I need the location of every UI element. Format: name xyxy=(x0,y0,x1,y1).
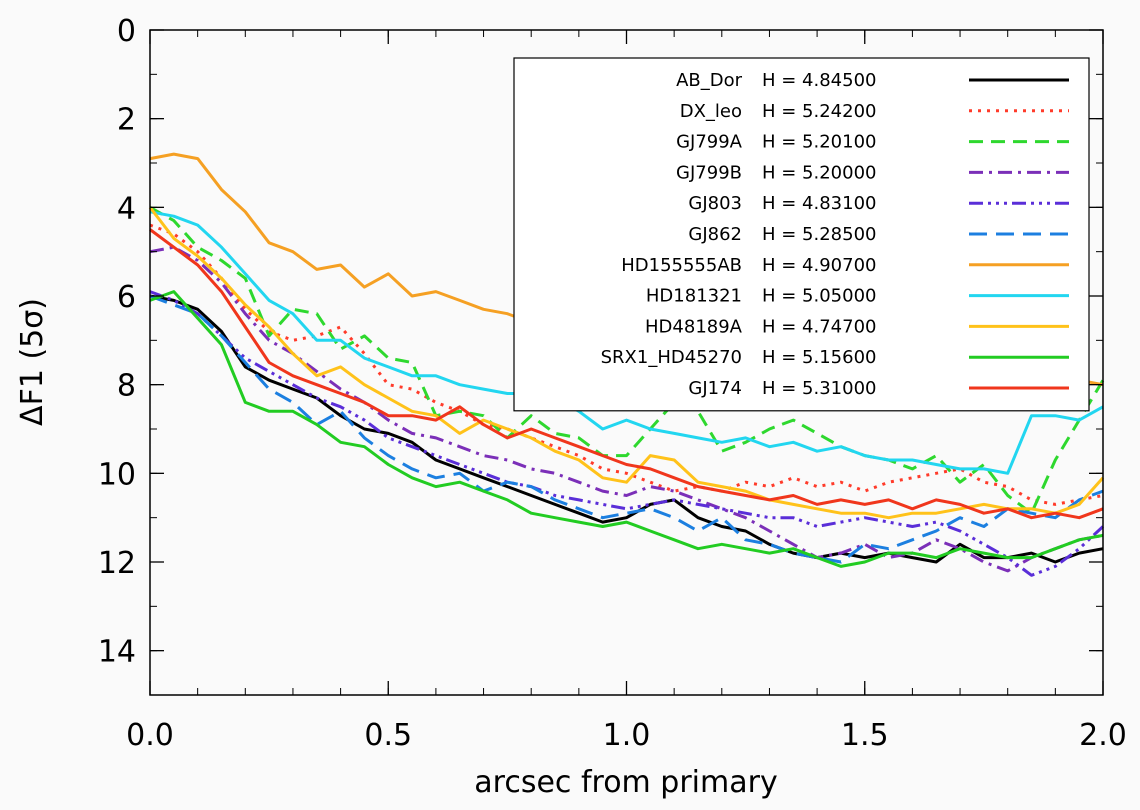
series-line-srx1-hd45270 xyxy=(149,290,1104,568)
series-line-hd181321 xyxy=(149,210,1104,475)
legend: AB_Dor H = 4.84500 DX_leo H = 5.24200 GJ799A… xyxy=(513,57,1090,412)
series-line-gj174 xyxy=(149,228,1104,520)
x-tick-label: 0.5 xyxy=(364,718,412,753)
series-line-gj799b xyxy=(149,245,1104,573)
x-axis-title: arcsec from primary xyxy=(474,765,777,800)
legend-series-name: AB_Dor xyxy=(676,70,743,91)
legend-series-name: GJ174 xyxy=(688,378,742,399)
legend-series-name: SRX1_HD45270 xyxy=(601,347,742,368)
series-line-dx-leo xyxy=(149,223,1104,506)
legend-h-mag: H = 4.90700 xyxy=(762,255,877,276)
legend-h-mag: H = 5.20000 xyxy=(762,162,877,183)
axis-ticks: 0.0 0.5 1.0 1.5 2.0 0 2 4 6 8 10 12 14 xyxy=(98,14,1127,753)
legend-series-name: GJ803 xyxy=(688,193,742,214)
series-line-hd48189a xyxy=(148,206,1105,520)
y-tick-label: 14 xyxy=(98,635,136,670)
x-tick-label: 1.5 xyxy=(841,718,889,753)
legend-series-name: HD48189A xyxy=(645,316,743,337)
legend-h-mag: H = 4.74700 xyxy=(762,316,877,337)
y-tick-label: 0 xyxy=(117,14,136,49)
x-tick-label: 1.0 xyxy=(603,718,651,753)
legend-box xyxy=(513,57,1090,412)
series-line-gj862 xyxy=(149,294,1104,564)
legend-series-name: GJ862 xyxy=(688,224,742,245)
legend-h-mag: H = 5.15600 xyxy=(762,347,877,368)
y-tick-label: 6 xyxy=(117,280,136,315)
legend-series-name: GJ799A xyxy=(676,132,743,153)
legend-h-mag: H = 4.83100 xyxy=(762,193,877,214)
y-tick-label: 4 xyxy=(117,191,136,226)
legend-series-name: HD181321 xyxy=(646,286,742,307)
y-tick-label: 2 xyxy=(117,103,136,138)
y-tick-label: 8 xyxy=(117,369,136,404)
legend-series-name: HD155555AB xyxy=(621,255,742,276)
legend-h-mag: H = 5.20100 xyxy=(762,132,877,153)
legend-h-mag: H = 5.24200 xyxy=(762,101,877,122)
x-tick-label: 0.0 xyxy=(126,718,174,753)
legend-h-mag: H = 5.05000 xyxy=(762,286,877,307)
legend-h-mag: H = 5.28500 xyxy=(762,224,877,245)
series-layer xyxy=(148,152,1105,577)
legend-h-mag: H = 5.31000 xyxy=(762,378,877,399)
y-axis-title: ΔF1 (5σ) xyxy=(15,298,50,426)
legend-series-name: GJ799B xyxy=(676,162,742,183)
y-tick-label: 12 xyxy=(98,546,136,581)
legend-series-name: DX_leo xyxy=(680,101,742,122)
legend-h-mag: H = 4.84500 xyxy=(762,70,877,91)
y-tick-label: 10 xyxy=(98,457,136,492)
x-tick-label: 2.0 xyxy=(1079,718,1127,753)
